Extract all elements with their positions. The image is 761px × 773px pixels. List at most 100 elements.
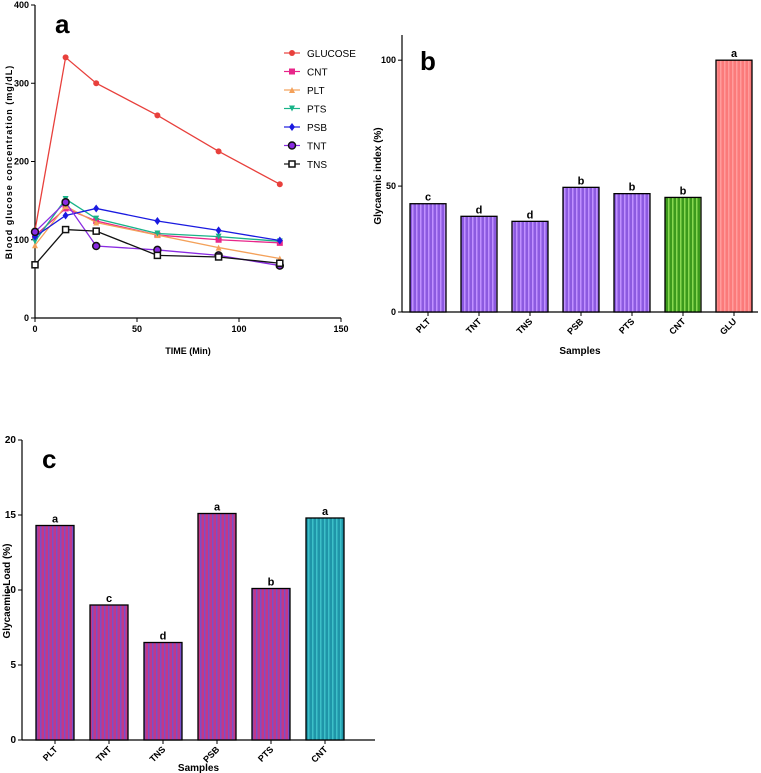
- significance-letter-pts: b: [268, 577, 275, 589]
- category-label-tns: TNS: [515, 316, 535, 336]
- significance-letter-tnt: d: [476, 204, 483, 216]
- legend-item-cnt: CNT: [284, 68, 328, 79]
- data-point-pts: [154, 230, 161, 237]
- category-label-cnt: CNT: [309, 744, 330, 765]
- series-line-glucose: [34, 56, 281, 231]
- legend-item-tnt: TNT: [284, 141, 326, 153]
- panel-b-bar-chart: b 0 50 100 c PLT d TNT d TNS b PSB b PTS b CNT a GLU Sampl…: [373, 35, 758, 357]
- category-label-psb: PSB: [201, 744, 222, 765]
- bar-cnt: [305, 517, 345, 741]
- y-tick-label: 0: [391, 307, 396, 317]
- data-point-plt: [93, 219, 100, 226]
- category-label-psb: PSB: [565, 316, 586, 337]
- series-line-pts: [34, 198, 280, 242]
- legend-item-plt: PLT: [284, 86, 325, 97]
- panel-label: c: [42, 444, 56, 474]
- x-axis-title: Samples: [178, 763, 220, 773]
- data-point-tns: [153, 251, 162, 260]
- data-point-tns: [61, 225, 70, 234]
- legend-label: PTS: [307, 105, 327, 116]
- data-point-tns: [214, 253, 223, 261]
- data-point-pts: [32, 238, 38, 245]
- bar-glu: [715, 59, 753, 313]
- data-point-glucose: [93, 80, 100, 87]
- data-point-tns: [92, 227, 100, 235]
- y-tick-label: 200: [14, 157, 29, 167]
- data-point-glucose: [154, 112, 161, 119]
- category-label-tnt: TNT: [94, 744, 114, 764]
- x-tick-label: 50: [132, 324, 142, 334]
- legend-marker: [289, 50, 295, 56]
- series-line-plt: [34, 205, 280, 260]
- category-label-glu: GLU: [718, 316, 739, 337]
- x-tick-label: 0: [32, 324, 37, 334]
- x-tick-label: 150: [333, 324, 348, 334]
- legend-marker: [289, 105, 295, 112]
- x-tick-label: 100: [231, 324, 246, 334]
- y-axis-title: Glycaemic Load (%): [2, 543, 13, 638]
- significance-letter-tns: d: [160, 631, 167, 643]
- y-tick-label: 0: [10, 735, 16, 746]
- data-point-tns: [31, 261, 39, 269]
- significance-letter-psb: a: [214, 502, 221, 514]
- significance-letter-cnt: a: [322, 506, 329, 518]
- significance-letter-glu: a: [731, 48, 738, 60]
- significance-letter-tnt: c: [106, 593, 112, 605]
- series-plt: [32, 203, 283, 262]
- significance-letter-plt: a: [52, 514, 59, 526]
- bar-psb: [562, 186, 600, 313]
- category-label-plt: PLT: [41, 744, 60, 763]
- y-tick-label: 20: [5, 435, 17, 446]
- bar-tns: [511, 220, 549, 313]
- significance-letter-psb: b: [578, 175, 585, 187]
- y-tick-label: 0: [24, 313, 29, 323]
- legend-item-glucose: GLUCOSE: [284, 49, 356, 60]
- panel-c-bar-chart: c 0 5 10 15 20 a PLT c TNT d TNS a PSB b PTS a CNT Samples…: [2, 435, 375, 773]
- y-tick-label: 400: [14, 0, 29, 10]
- data-point-psb: [215, 226, 222, 235]
- panel-a-line-chart: a 0 100 200 300 400 0 50 100 150 TIME (Min) Blood g…: [4, 0, 356, 356]
- series-tns: [31, 225, 284, 269]
- legend-label: TNT: [307, 142, 326, 153]
- y-tick-label: 300: [14, 78, 29, 88]
- y-tick-label: 15: [5, 510, 17, 521]
- y-tick-label: 5: [10, 660, 16, 671]
- category-label-cnt: CNT: [667, 316, 688, 337]
- bar-psb: [197, 512, 237, 741]
- series-psb: [32, 204, 283, 245]
- series-cnt: [32, 205, 283, 246]
- significance-letter-pts: b: [629, 182, 636, 194]
- y-tick-label: 100: [381, 55, 396, 65]
- series-line-psb: [34, 207, 280, 242]
- legend-marker: [287, 141, 297, 150]
- bar-plt: [35, 524, 75, 741]
- data-point-glucose: [215, 148, 222, 155]
- legend-item-tns: TNS: [284, 160, 327, 171]
- data-point-psb: [62, 211, 69, 220]
- category-label-tns: TNS: [148, 744, 168, 764]
- bar-cnt: [664, 196, 702, 313]
- series-glucose: [32, 54, 283, 234]
- y-axis-title: Blood glucose concentration (mg/dL): [4, 65, 14, 260]
- legend: GLUCOSE CNT PLT PTS PSB TNT TNS: [284, 49, 356, 171]
- series-line-tns: [34, 228, 280, 266]
- panel-label: b: [420, 46, 436, 76]
- legend-label: TNS: [307, 160, 327, 171]
- data-point-glucose: [62, 54, 69, 61]
- legend-marker: [288, 160, 296, 168]
- bar-pts: [613, 192, 651, 313]
- bar-pts: [251, 587, 291, 741]
- bar-plt: [409, 203, 447, 313]
- legend-label: GLUCOSE: [307, 49, 356, 60]
- data-point-tnt: [30, 227, 40, 237]
- data-point-tns: [276, 259, 284, 267]
- bar-tns: [143, 641, 183, 741]
- bar-tnt: [460, 215, 498, 313]
- y-tick-label: 10: [5, 585, 17, 596]
- legend-marker: [289, 87, 295, 93]
- data-point-pts: [93, 215, 100, 222]
- panel-label: a: [55, 9, 70, 39]
- y-axis-title: Glycaemic index (%): [373, 127, 384, 224]
- data-point-pts: [215, 233, 222, 240]
- significance-letter-cnt: b: [680, 185, 687, 197]
